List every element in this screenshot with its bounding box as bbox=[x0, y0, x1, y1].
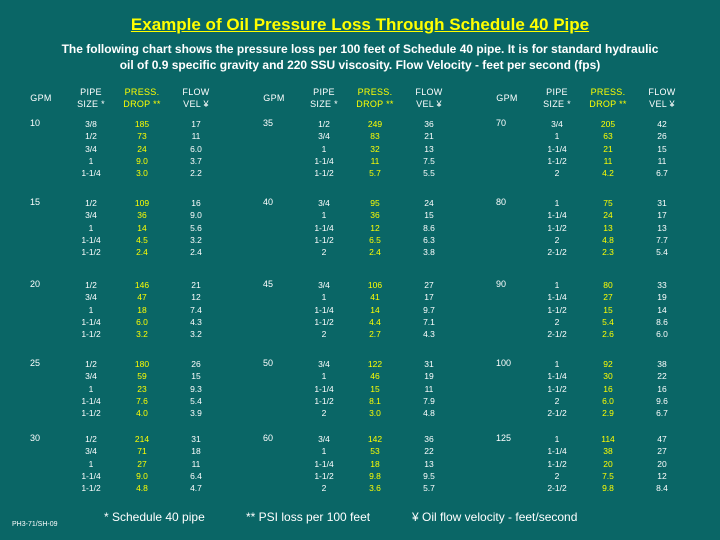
flow-velocity-cell: 26 15 9.3 5.4 3.9 bbox=[190, 359, 202, 419]
header-flow-line1: FLOW bbox=[648, 87, 676, 97]
pressure-drop-cell: 75 24 13 4.8 2.3 bbox=[602, 198, 614, 258]
flow-velocity-cell: 31 17 13 7.7 5.4 bbox=[656, 198, 668, 258]
header-pipe-line2: SIZE * bbox=[543, 99, 571, 109]
pipe-size-cell: 1/2 3/4 1 1-1/4 1-1/2 bbox=[314, 119, 334, 179]
gpm-value: 35 bbox=[263, 118, 274, 128]
header-gpm: GPM bbox=[496, 93, 518, 103]
flow-velocity-cell: 36 21 13 7.5 5.5 bbox=[423, 119, 435, 179]
flow-velocity-cell: 31 19 11 7.9 4.8 bbox=[423, 359, 435, 419]
pressure-drop-cell: 106 41 14 4.4 2.7 bbox=[367, 280, 383, 340]
pressure-drop-cell: 214 71 27 9.0 4.8 bbox=[134, 434, 150, 494]
pipe-size-cell: 3/4 1 1-1/4 1-1/2 2 bbox=[314, 359, 334, 419]
header-pipe-line1: PIPE bbox=[313, 87, 335, 97]
header-flow-line2: VEL ¥ bbox=[416, 99, 442, 109]
gpm-value: 40 bbox=[263, 197, 274, 207]
gpm-value: 100 bbox=[496, 358, 512, 368]
header-pipe-size: PIPE SIZE * bbox=[296, 86, 352, 110]
pressure-drop-cell: 146 47 18 6.0 3.2 bbox=[134, 280, 150, 340]
header-gpm: GPM bbox=[30, 93, 52, 103]
header-pipe-line1: PIPE bbox=[546, 87, 568, 97]
flow-velocity-cell: 36 22 13 9.5 5.7 bbox=[423, 434, 435, 494]
document-code: PH3-71/SH-09 bbox=[12, 521, 58, 528]
pressure-drop-cell: 122 46 15 8.1 3.0 bbox=[367, 359, 383, 419]
gpm-value: 80 bbox=[496, 197, 507, 207]
header-pipe-line2: SIZE * bbox=[77, 99, 105, 109]
pipe-size-cell: 3/4 1 1-1/4 1-1/2 2 bbox=[547, 119, 567, 179]
gpm-value: 30 bbox=[30, 433, 41, 443]
flow-velocity-cell: 24 15 8.6 6.3 3.8 bbox=[423, 198, 435, 258]
gpm-value: 125 bbox=[496, 433, 512, 443]
footnote-pipe: * Schedule 40 pipe bbox=[104, 510, 205, 524]
gpm-value: 20 bbox=[30, 279, 41, 289]
page-title: Example of Oil Pressure Loss Through Sch… bbox=[130, 15, 590, 34]
pipe-size-cell: 1 1-1/4 1-1/2 2 2-1/2 bbox=[547, 434, 567, 494]
header-pipe-line1: PIPE bbox=[80, 87, 102, 97]
pipe-size-cell: 1 1-1/4 1-1/2 2 2-1/2 bbox=[547, 198, 567, 258]
header-flow-line2: VEL ¥ bbox=[183, 99, 209, 109]
header-press-drop: PRESS. DROP ** bbox=[346, 86, 404, 110]
gpm-value: 90 bbox=[496, 279, 507, 289]
pressure-drop-cell: 95 36 12 6.5 2.4 bbox=[369, 198, 381, 258]
pipe-size-cell: 3/4 1 1-1/4 1-1/2 2 bbox=[314, 280, 334, 340]
pressure-drop-cell: 142 53 18 9.8 3.6 bbox=[367, 434, 383, 494]
header-pipe-size: PIPE SIZE * bbox=[529, 86, 585, 110]
header-press-line1: PRESS. bbox=[357, 87, 393, 97]
pressure-drop-cell: 205 63 21 11 4.2 bbox=[600, 119, 616, 179]
header-press-drop: PRESS. DROP ** bbox=[579, 86, 637, 110]
pressure-drop-cell: 80 27 15 5.4 2.6 bbox=[602, 280, 614, 340]
header-pipe-line2: SIZE * bbox=[310, 99, 338, 109]
gpm-value: 50 bbox=[263, 358, 274, 368]
flow-velocity-cell: 17 11 6.0 3.7 2.2 bbox=[190, 119, 202, 179]
pressure-drop-cell: 92 30 16 6.0 2.9 bbox=[602, 359, 614, 419]
header-press-drop: PRESS. DROP ** bbox=[113, 86, 171, 110]
flow-velocity-cell: 16 9.0 5.6 3.2 2.4 bbox=[190, 198, 202, 258]
flow-velocity-cell: 27 17 9.7 7.1 4.3 bbox=[423, 280, 435, 340]
pipe-size-cell: 1 1-1/4 1-1/2 2 2-1/2 bbox=[547, 280, 567, 340]
flow-velocity-cell: 31 18 11 6.4 4.7 bbox=[190, 434, 202, 494]
header-flow-line1: FLOW bbox=[415, 87, 443, 97]
gpm-value: 15 bbox=[30, 197, 41, 207]
gpm-value: 10 bbox=[30, 118, 41, 128]
pressure-drop-cell: 114 38 20 7.5 9.8 bbox=[601, 434, 615, 494]
gpm-value: 70 bbox=[496, 118, 507, 128]
header-press-line2: DROP ** bbox=[589, 99, 627, 109]
footnote-psi: ** PSI loss per 100 feet bbox=[246, 510, 371, 524]
pressure-drop-cell: 109 36 14 4.5 2.4 bbox=[134, 198, 150, 258]
pressure-drop-cell: 180 59 23 7.6 4.0 bbox=[134, 359, 150, 419]
flow-velocity-cell: 33 19 14 8.6 6.0 bbox=[656, 280, 668, 340]
flow-velocity-cell: 47 27 20 12 8.4 bbox=[656, 434, 668, 494]
header-flow-vel: FLOW VEL ¥ bbox=[401, 86, 457, 110]
page-subtitle: The following chart shows the pressure l… bbox=[61, 42, 659, 72]
pipe-size-cell: 1 1-1/4 1-1/2 2 2-1/2 bbox=[547, 359, 567, 419]
header-press-line1: PRESS. bbox=[590, 87, 626, 97]
header-press-line2: DROP ** bbox=[356, 99, 394, 109]
gpm-value: 45 bbox=[263, 279, 274, 289]
header-flow-vel: FLOW VEL ¥ bbox=[634, 86, 690, 110]
flow-velocity-cell: 42 26 15 11 6.7 bbox=[656, 119, 668, 179]
gpm-value: 60 bbox=[263, 433, 274, 443]
header-press-line1: PRESS. bbox=[124, 87, 160, 97]
header-flow-line2: VEL ¥ bbox=[649, 99, 675, 109]
pressure-drop-cell: 249 83 32 11 5.7 bbox=[367, 119, 383, 179]
pressure-drop-cell: 185 73 24 9.0 3.0 bbox=[134, 119, 150, 179]
pipe-size-cell: 1/2 3/4 1 1-1/4 1-1/2 bbox=[81, 280, 101, 340]
flow-velocity-cell: 21 12 7.4 4.3 3.2 bbox=[190, 280, 202, 340]
pipe-size-cell: 1/2 3/4 1 1-1/4 1-1/2 bbox=[81, 198, 101, 258]
pipe-size-cell: 1/2 3/4 1 1-1/4 1-1/2 bbox=[81, 359, 101, 419]
flow-velocity-cell: 38 22 16 9.6 6.7 bbox=[656, 359, 668, 419]
pipe-size-cell: 3/8 1/2 3/4 1 1-1/4 bbox=[81, 119, 101, 179]
footnote-oil: ¥ Oil flow velocity - feet/second bbox=[412, 510, 578, 524]
pipe-size-cell: 1/2 3/4 1 1-1/4 1-1/2 bbox=[81, 434, 101, 494]
header-flow-line1: FLOW bbox=[182, 87, 210, 97]
header-pipe-size: PIPE SIZE * bbox=[63, 86, 119, 110]
header-press-line2: DROP ** bbox=[123, 99, 161, 109]
pipe-size-cell: 3/4 1 1-1/4 1-1/2 2 bbox=[314, 198, 334, 258]
header-gpm: GPM bbox=[263, 93, 285, 103]
pipe-size-cell: 3/4 1 1-1/4 1-1/2 2 bbox=[314, 434, 334, 494]
gpm-value: 25 bbox=[30, 358, 41, 368]
header-flow-vel: FLOW VEL ¥ bbox=[168, 86, 224, 110]
